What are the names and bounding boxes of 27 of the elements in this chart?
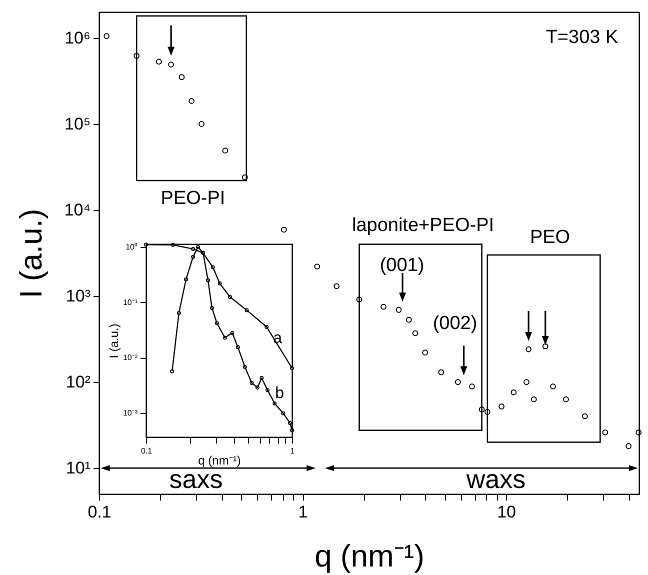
x-axis-title: q (nm⁻¹) [198,454,241,468]
annotation: PEO-PI [160,188,226,209]
annotation: (001) [380,255,424,276]
x-tick-label: 1 [298,502,308,522]
x-axis-title: q (nm⁻¹) [314,538,424,574]
y-axis-title: I (a.u.) [106,324,121,358]
x-tick-label: 10 [497,502,516,522]
y-tick-label: 10⁻³ [122,408,138,418]
x-tick-label: 1 [290,446,296,456]
annotation: waxs [465,464,526,494]
annotation: T=303 K [546,27,618,48]
y-tick-label: 10⁶ [64,28,90,48]
y-tick-label: 10² [66,372,91,392]
x-tick-label: 0.1 [88,502,112,522]
y-tick-label: 10⁵ [64,114,90,134]
y-tick-label: 10¹ [66,458,91,478]
y-tick-label: 10⁰ [126,242,138,252]
series-label: b [275,385,284,402]
x-tick-label: 0.1 [140,446,153,456]
y-axis-title: I (a.u.) [13,208,48,298]
annotation: laponite+PEO-PI [352,215,494,236]
y-tick-label: 10⁴ [64,200,90,220]
y-tick-label: 10³ [66,286,91,306]
annotation: (002) [432,313,478,334]
y-tick-label: 10⁻¹ [122,298,138,307]
annotation: PEO [530,227,570,248]
y-tick-label: 10⁻² [122,353,138,362]
